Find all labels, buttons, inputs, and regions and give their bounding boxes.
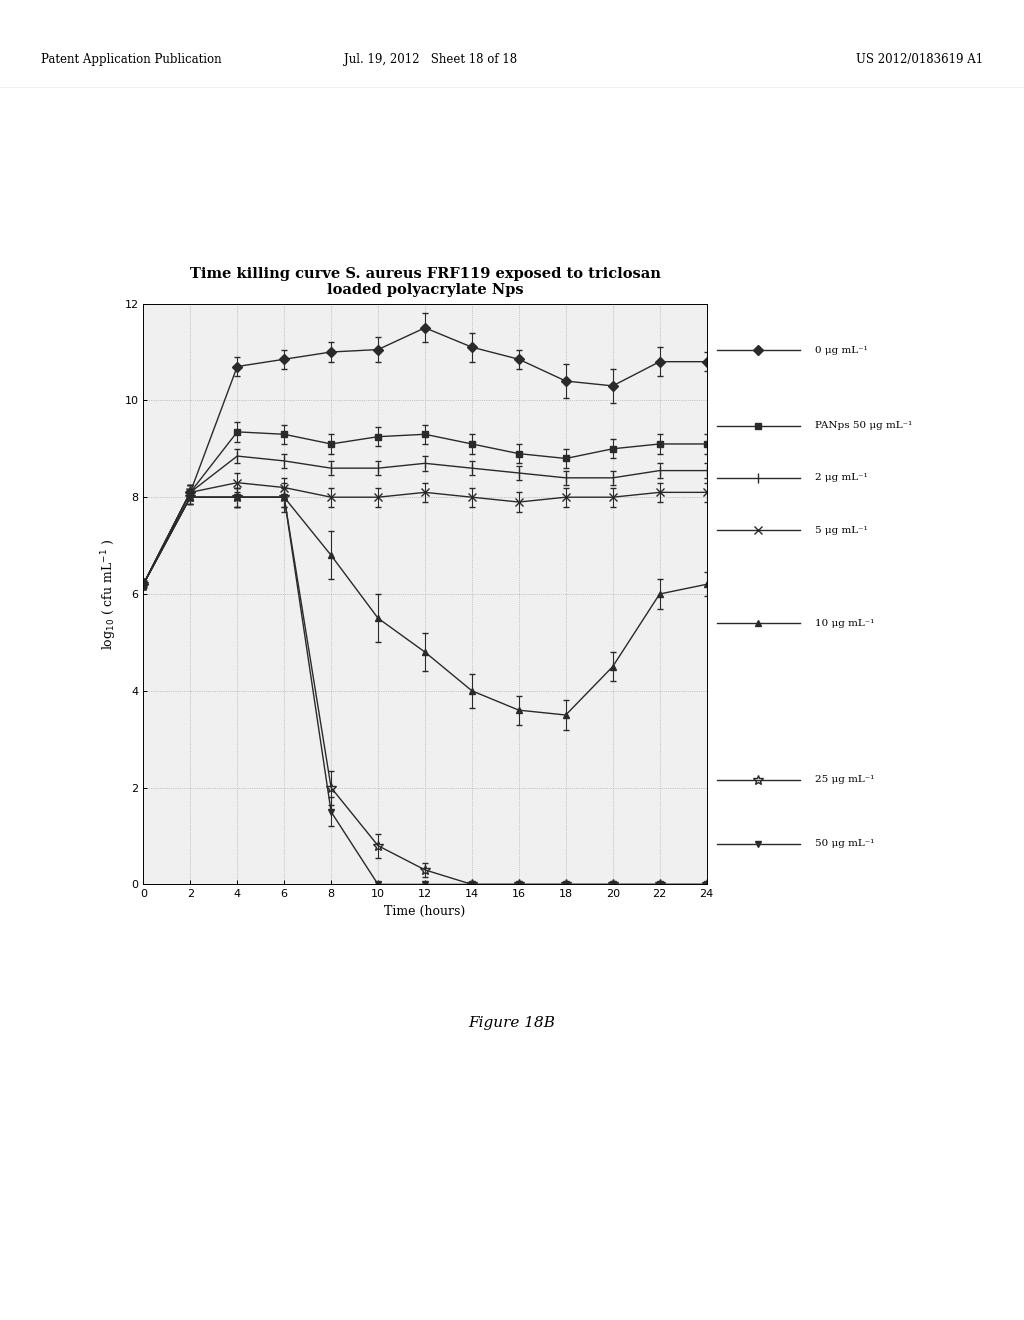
Text: 0 μg mL⁻¹: 0 μg mL⁻¹	[815, 346, 867, 355]
Text: Jul. 19, 2012   Sheet 18 of 18: Jul. 19, 2012 Sheet 18 of 18	[343, 53, 517, 66]
Text: 25 μg mL⁻¹: 25 μg mL⁻¹	[815, 775, 874, 784]
Text: PANps 50 μg mL⁻¹: PANps 50 μg mL⁻¹	[815, 421, 912, 430]
Text: 5 μg mL⁻¹: 5 μg mL⁻¹	[815, 525, 867, 535]
X-axis label: Time (hours): Time (hours)	[384, 904, 466, 917]
Text: Figure 18B: Figure 18B	[469, 1016, 555, 1030]
Text: 50 μg mL⁻¹: 50 μg mL⁻¹	[815, 840, 874, 849]
Text: US 2012/0183619 A1: US 2012/0183619 A1	[856, 53, 983, 66]
Text: Patent Application Publication: Patent Application Publication	[41, 53, 221, 66]
Text: 2 μg mL⁻¹: 2 μg mL⁻¹	[815, 474, 867, 482]
Y-axis label: log$_{10}$ ( cfu mL$^{-1}$ ): log$_{10}$ ( cfu mL$^{-1}$ )	[99, 539, 119, 649]
Title: Time killing curve S. aureus FRF119 exposed to triclosan
loaded polyacrylate Nps: Time killing curve S. aureus FRF119 expo…	[189, 267, 660, 297]
Text: 10 μg mL⁻¹: 10 μg mL⁻¹	[815, 619, 874, 627]
